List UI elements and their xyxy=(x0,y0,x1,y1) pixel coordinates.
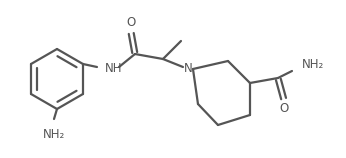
Text: O: O xyxy=(279,103,289,115)
Text: NH: NH xyxy=(105,61,122,75)
Text: N: N xyxy=(184,63,192,76)
Text: NH₂: NH₂ xyxy=(43,128,65,141)
Text: NH₂: NH₂ xyxy=(302,58,324,70)
Text: O: O xyxy=(126,16,136,30)
